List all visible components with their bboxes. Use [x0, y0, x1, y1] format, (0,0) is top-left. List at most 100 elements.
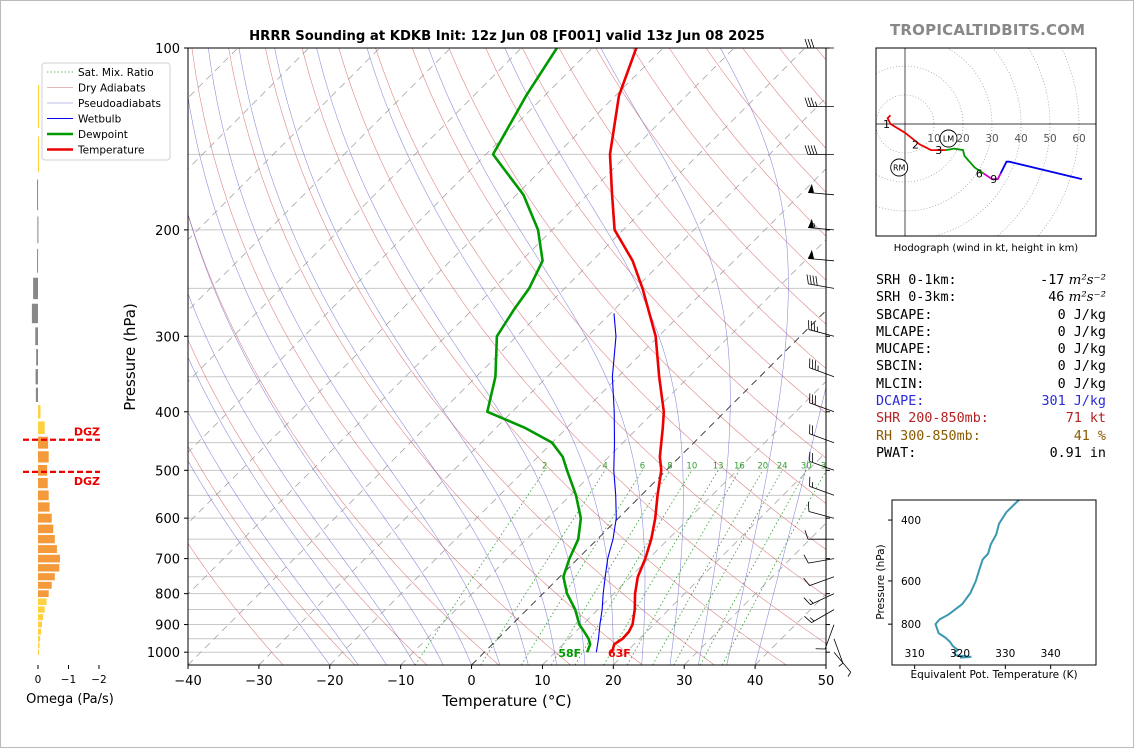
x-tick-label: 0	[467, 674, 475, 689]
hodo-height-label: 9	[990, 173, 997, 186]
dry-adiabat	[448, 48, 826, 504]
isotherm	[188, 48, 522, 382]
pseudoadiabat	[188, 213, 444, 665]
wind-barb	[804, 530, 834, 540]
legend-box	[41, 62, 171, 161]
omega-bar	[38, 628, 42, 635]
stat-row: SRH 0-3km: 46 m²s⁻²	[876, 289, 1106, 306]
barb-full	[810, 145, 815, 155]
stat-value: -17	[1040, 273, 1065, 288]
x-tick-label: 40	[747, 674, 764, 689]
barb-pennant	[808, 218, 815, 229]
pseudoadiabat	[188, 356, 387, 665]
barb-half	[838, 662, 844, 667]
wind-barb	[804, 145, 834, 155]
wind-barb	[809, 424, 835, 444]
x-tick-label: −10	[387, 674, 414, 689]
stat-value: 71 kt	[1065, 411, 1106, 427]
y-tick-label: 200	[155, 224, 180, 239]
legend-label: Pseudoadiabats	[78, 98, 161, 110]
hodo-ring-label: 20	[956, 133, 969, 145]
y-tick-label: 700	[155, 553, 180, 568]
x-tick-label: 50	[818, 674, 835, 689]
hodo-height-label: 6	[976, 167, 983, 180]
stat-row: MUCAPE: 0 J/kg	[876, 341, 1106, 358]
omega-bar	[38, 649, 39, 655]
dgz-label: DGZ	[74, 426, 100, 439]
wind-barb	[806, 274, 835, 289]
wind-barb	[809, 451, 835, 471]
dry-adiabat	[301, 48, 787, 665]
stat-label: SBCAPE:	[876, 307, 933, 323]
theta-e-ytick-label: 400	[901, 515, 921, 527]
mixing-ratio-label: 24	[777, 461, 788, 471]
stat-value: 0 J/kg	[1057, 307, 1106, 323]
barb-pennant	[808, 249, 815, 260]
omega-bar	[35, 387, 38, 402]
wind-barb	[803, 593, 835, 605]
isotherm	[188, 48, 593, 453]
x-tick-label: 10	[534, 674, 551, 689]
dry-adiabat	[485, 48, 826, 459]
stat-label: RH 300-850mb:	[876, 428, 981, 444]
omega-bar	[38, 490, 49, 501]
stat-value: 0 J/kg	[1057, 376, 1106, 392]
barb-full	[809, 451, 811, 462]
barb-full	[815, 648, 826, 650]
barb-full	[812, 275, 815, 285]
omega-bar	[38, 606, 45, 613]
pseudoadiabat	[238, 48, 529, 665]
skewt-frame	[187, 47, 827, 666]
mixing-ratio-label: 13	[713, 461, 724, 471]
barb-full	[806, 274, 809, 284]
mixing-ratio-label: 8	[667, 461, 672, 471]
mixing-ratio-line	[480, 470, 606, 665]
barb-full	[810, 97, 815, 107]
legend: Sat. Mix. Ratio Dry Adiabats Pseudoadiabat…	[41, 62, 171, 161]
wind-barb	[807, 501, 835, 519]
stat-label: DCAPE:	[876, 394, 925, 410]
barb-full	[807, 320, 810, 330]
barb-full	[811, 394, 814, 404]
wind-barb	[803, 576, 835, 586]
omega-bar	[38, 436, 49, 449]
pseudoadiabat	[600, 48, 731, 665]
hodo-segment	[945, 147, 984, 175]
stat-value-with-unit: -17 m²s⁻²	[1040, 272, 1106, 289]
y-axis-label: Pressure (hPa)	[121, 303, 139, 411]
wind-barb	[807, 320, 835, 337]
wind-barb	[815, 624, 835, 650]
isotherm	[258, 97, 826, 665]
pseudoadiabat	[188, 460, 331, 665]
storm-motion-marker	[890, 158, 909, 177]
y-tick-label: 1000	[147, 646, 180, 661]
stat-label: SRH 0-3km:	[876, 290, 957, 306]
x-tick-label: −30	[245, 674, 272, 689]
hodo-ring-label: 30	[985, 133, 998, 145]
y-tick-label: 600	[155, 512, 180, 527]
stat-value: 301 J/kg	[1041, 394, 1107, 410]
barb-full	[803, 554, 809, 564]
wind-barb	[809, 476, 835, 496]
y-tick-label: 800	[155, 588, 180, 603]
dry-adiabat	[375, 48, 826, 597]
omega-bar	[35, 327, 38, 346]
stat-label: SBCIN:	[876, 359, 925, 375]
stat-value: 46	[1048, 290, 1065, 306]
omega-bar	[37, 248, 39, 273]
barb-staff	[833, 638, 844, 664]
dry-adiabat	[595, 48, 826, 325]
barb-full	[813, 145, 818, 155]
stat-row: SRH 0-1km: -17 m²s⁻²	[876, 272, 1106, 289]
omega-bar	[38, 614, 44, 621]
omega-bar	[38, 513, 52, 523]
mixing-ratio-line	[699, 470, 807, 665]
omega-bar	[38, 85, 39, 129]
barb-half	[847, 671, 852, 677]
stat-value: 0 J/kg	[1057, 359, 1106, 375]
stat-value: 41 %	[1073, 428, 1106, 444]
pseudoadiabat	[188, 95, 472, 665]
hodo-segment	[886, 114, 892, 125]
mixing-ratio-line	[574, 470, 693, 665]
